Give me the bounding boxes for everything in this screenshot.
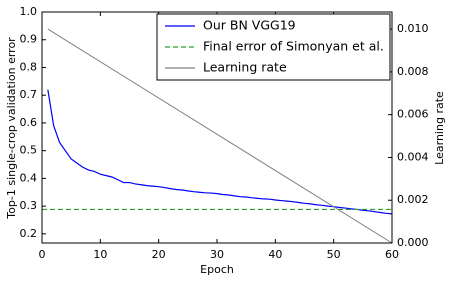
y2-axis-label: Learning rate [433, 91, 446, 165]
series-line [47, 28, 393, 244]
y-tick-label: 1.0 [20, 5, 38, 18]
y-axis-label: Top-1 single-crop validation error [5, 37, 18, 220]
legend-box [156, 13, 391, 81]
legend-label: Final error of Simonyan et al. [203, 39, 384, 54]
x-tick-label: 10 [93, 248, 107, 261]
series-line [47, 89, 393, 215]
legend-label: Learning rate [203, 60, 287, 75]
x-tick-label: 40 [268, 248, 282, 261]
y2-tick-label: 0.008 [397, 65, 429, 78]
x-tick-label: 0 [39, 248, 46, 261]
y-tick-label: 0.5 [20, 144, 38, 157]
x-axis-label: Epoch [200, 263, 234, 276]
plot-frame [41, 11, 393, 244]
y2-tick-label: 0.002 [397, 193, 429, 206]
legend-label: Our BN VGG19 [203, 18, 296, 33]
y2-tick-label: 0.004 [397, 150, 429, 163]
y-tick-label: 0.6 [20, 116, 38, 129]
y-tick-label: 0.9 [20, 33, 38, 46]
y2-tick-label: 0.010 [397, 22, 429, 35]
x-tick-label: 20 [152, 248, 166, 261]
x-tick-label: 50 [327, 248, 341, 261]
x-tick-label: 30 [210, 248, 224, 261]
y-tick-label: 0.3 [20, 199, 38, 212]
x-tick-label: 60 [385, 248, 399, 261]
y-tick-label: 0.2 [20, 227, 38, 240]
y-tick-label: 0.8 [20, 60, 38, 73]
y-tick-label: 0.4 [20, 171, 38, 184]
y2-tick-label: 0.006 [397, 108, 429, 121]
y2-tick-label: 0.000 [397, 236, 429, 249]
y-tick-label: 0.7 [20, 88, 38, 101]
